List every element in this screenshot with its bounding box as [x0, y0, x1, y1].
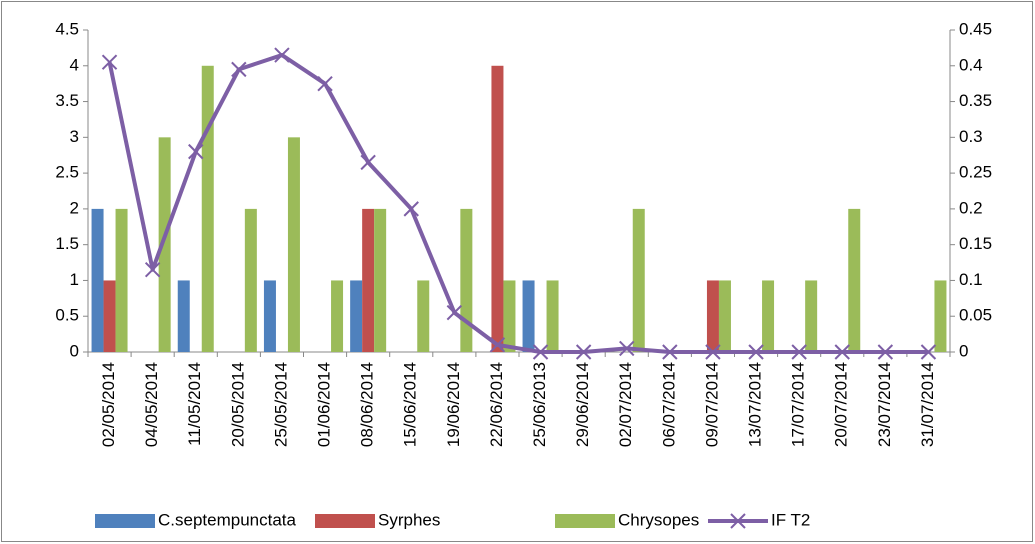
- bar: [362, 208, 375, 352]
- x-tick-label: 08/06/2014: [358, 362, 377, 447]
- x-tick-label: 29/06/2014: [573, 362, 592, 447]
- bar: [491, 65, 504, 353]
- bar: [546, 280, 559, 352]
- y2-tick-label: 0.45: [959, 19, 992, 38]
- y-tick-label: 3: [70, 127, 79, 146]
- bar: [115, 208, 128, 352]
- marker: [532, 344, 549, 360]
- marker: [188, 143, 204, 160]
- x-tick-label: 31/07/2014: [918, 362, 937, 447]
- y-tick-label: 2: [70, 198, 79, 217]
- bar: [805, 280, 818, 352]
- marker: [662, 344, 678, 360]
- x-tick-label: 11/05/2014: [185, 362, 204, 446]
- bar: [632, 208, 645, 352]
- marker: [231, 61, 247, 78]
- y2-tick-label: 0.4: [959, 55, 983, 74]
- y2-tick-label: 0.05: [959, 306, 992, 325]
- line: [107, 53, 929, 354]
- x-tick-label: 19/06/2014: [444, 362, 463, 447]
- legend-swatch: [555, 514, 615, 528]
- legend-label: C.septempunctata: [158, 510, 297, 529]
- x-tick-label: 17/07/2014: [789, 362, 808, 447]
- y2-tick-label: 0.25: [959, 163, 992, 182]
- bar: [718, 280, 731, 352]
- x-tick-label: 04/05/2014: [142, 362, 161, 447]
- y-tick-label: 1: [70, 270, 79, 289]
- y-tick-label: 4: [70, 55, 79, 74]
- bar: [374, 208, 387, 352]
- legend-label: IF T2: [771, 510, 810, 529]
- marker: [446, 304, 463, 321]
- bar: [158, 137, 171, 352]
- x-tick-label: 01/06/2014: [315, 362, 334, 447]
- marker: [360, 154, 376, 171]
- marker: [403, 201, 419, 217]
- y2-tick-label: 0.15: [959, 234, 992, 253]
- marker: [748, 344, 764, 360]
- marker: [489, 337, 506, 353]
- y-tick-label: 0: [70, 341, 79, 360]
- bar: [934, 280, 947, 352]
- x-tick-label: 20/07/2014: [832, 362, 851, 447]
- x-tick-label: 22/06/2014: [487, 362, 506, 447]
- bar: [263, 280, 276, 352]
- x-tick-label: 09/07/2014: [702, 362, 721, 447]
- bar: [103, 280, 116, 352]
- bar: [177, 280, 190, 352]
- x-tick-label: 25/06/2013: [530, 362, 549, 447]
- marker: [575, 344, 592, 360]
- marker: [274, 47, 290, 63]
- x-tick-label: 13/07/2014: [746, 362, 765, 447]
- bar: [350, 280, 363, 352]
- marker: [317, 75, 333, 92]
- y-tick-label: 0.5: [55, 306, 79, 325]
- y2-tick-label: 0.1: [959, 270, 983, 289]
- marker: [101, 54, 118, 70]
- x-tick-label: 25/05/2014: [271, 362, 290, 447]
- y2-tick-label: 0.3: [959, 127, 983, 146]
- bar: [706, 280, 719, 352]
- y-tick-label: 4.5: [55, 19, 79, 38]
- bar: [848, 208, 861, 352]
- y-tick-label: 2.5: [55, 163, 79, 182]
- marker: [705, 344, 721, 360]
- y-tick-label: 1.5: [55, 234, 79, 253]
- marker: [920, 344, 937, 360]
- bar: [460, 208, 473, 352]
- x-tick-label: 02/05/2014: [99, 362, 118, 447]
- bar: [503, 280, 516, 352]
- bar: [287, 137, 300, 352]
- y2-tick-label: 0.2: [959, 198, 983, 217]
- marker: [619, 340, 635, 357]
- y2-tick-label: 0.35: [959, 91, 992, 110]
- legend-swatch-marker: [730, 513, 746, 529]
- x-tick-label: 23/07/2014: [875, 362, 894, 447]
- y-tick-label: 3.5: [55, 91, 79, 110]
- marker: [791, 344, 807, 360]
- legend-label: Chrysopes: [618, 510, 699, 529]
- legend-swatch: [315, 514, 375, 528]
- x-tick-label: 02/07/2014: [616, 362, 635, 447]
- bar: [762, 280, 775, 352]
- marker: [144, 262, 161, 278]
- bar: [417, 280, 430, 352]
- bar: [522, 280, 535, 352]
- bar: [91, 208, 104, 352]
- legend-swatch: [95, 514, 155, 528]
- marker: [834, 344, 850, 360]
- bar: [331, 280, 344, 352]
- y2-tick-label: 0: [959, 341, 968, 360]
- legend-label: Syrphes: [378, 510, 440, 529]
- x-tick-label: 15/06/2014: [401, 362, 420, 447]
- bar: [244, 208, 257, 352]
- bar: [201, 65, 214, 353]
- marker: [877, 344, 894, 360]
- x-tick-label: 20/05/2014: [228, 362, 247, 447]
- x-tick-label: 06/07/2014: [659, 362, 678, 447]
